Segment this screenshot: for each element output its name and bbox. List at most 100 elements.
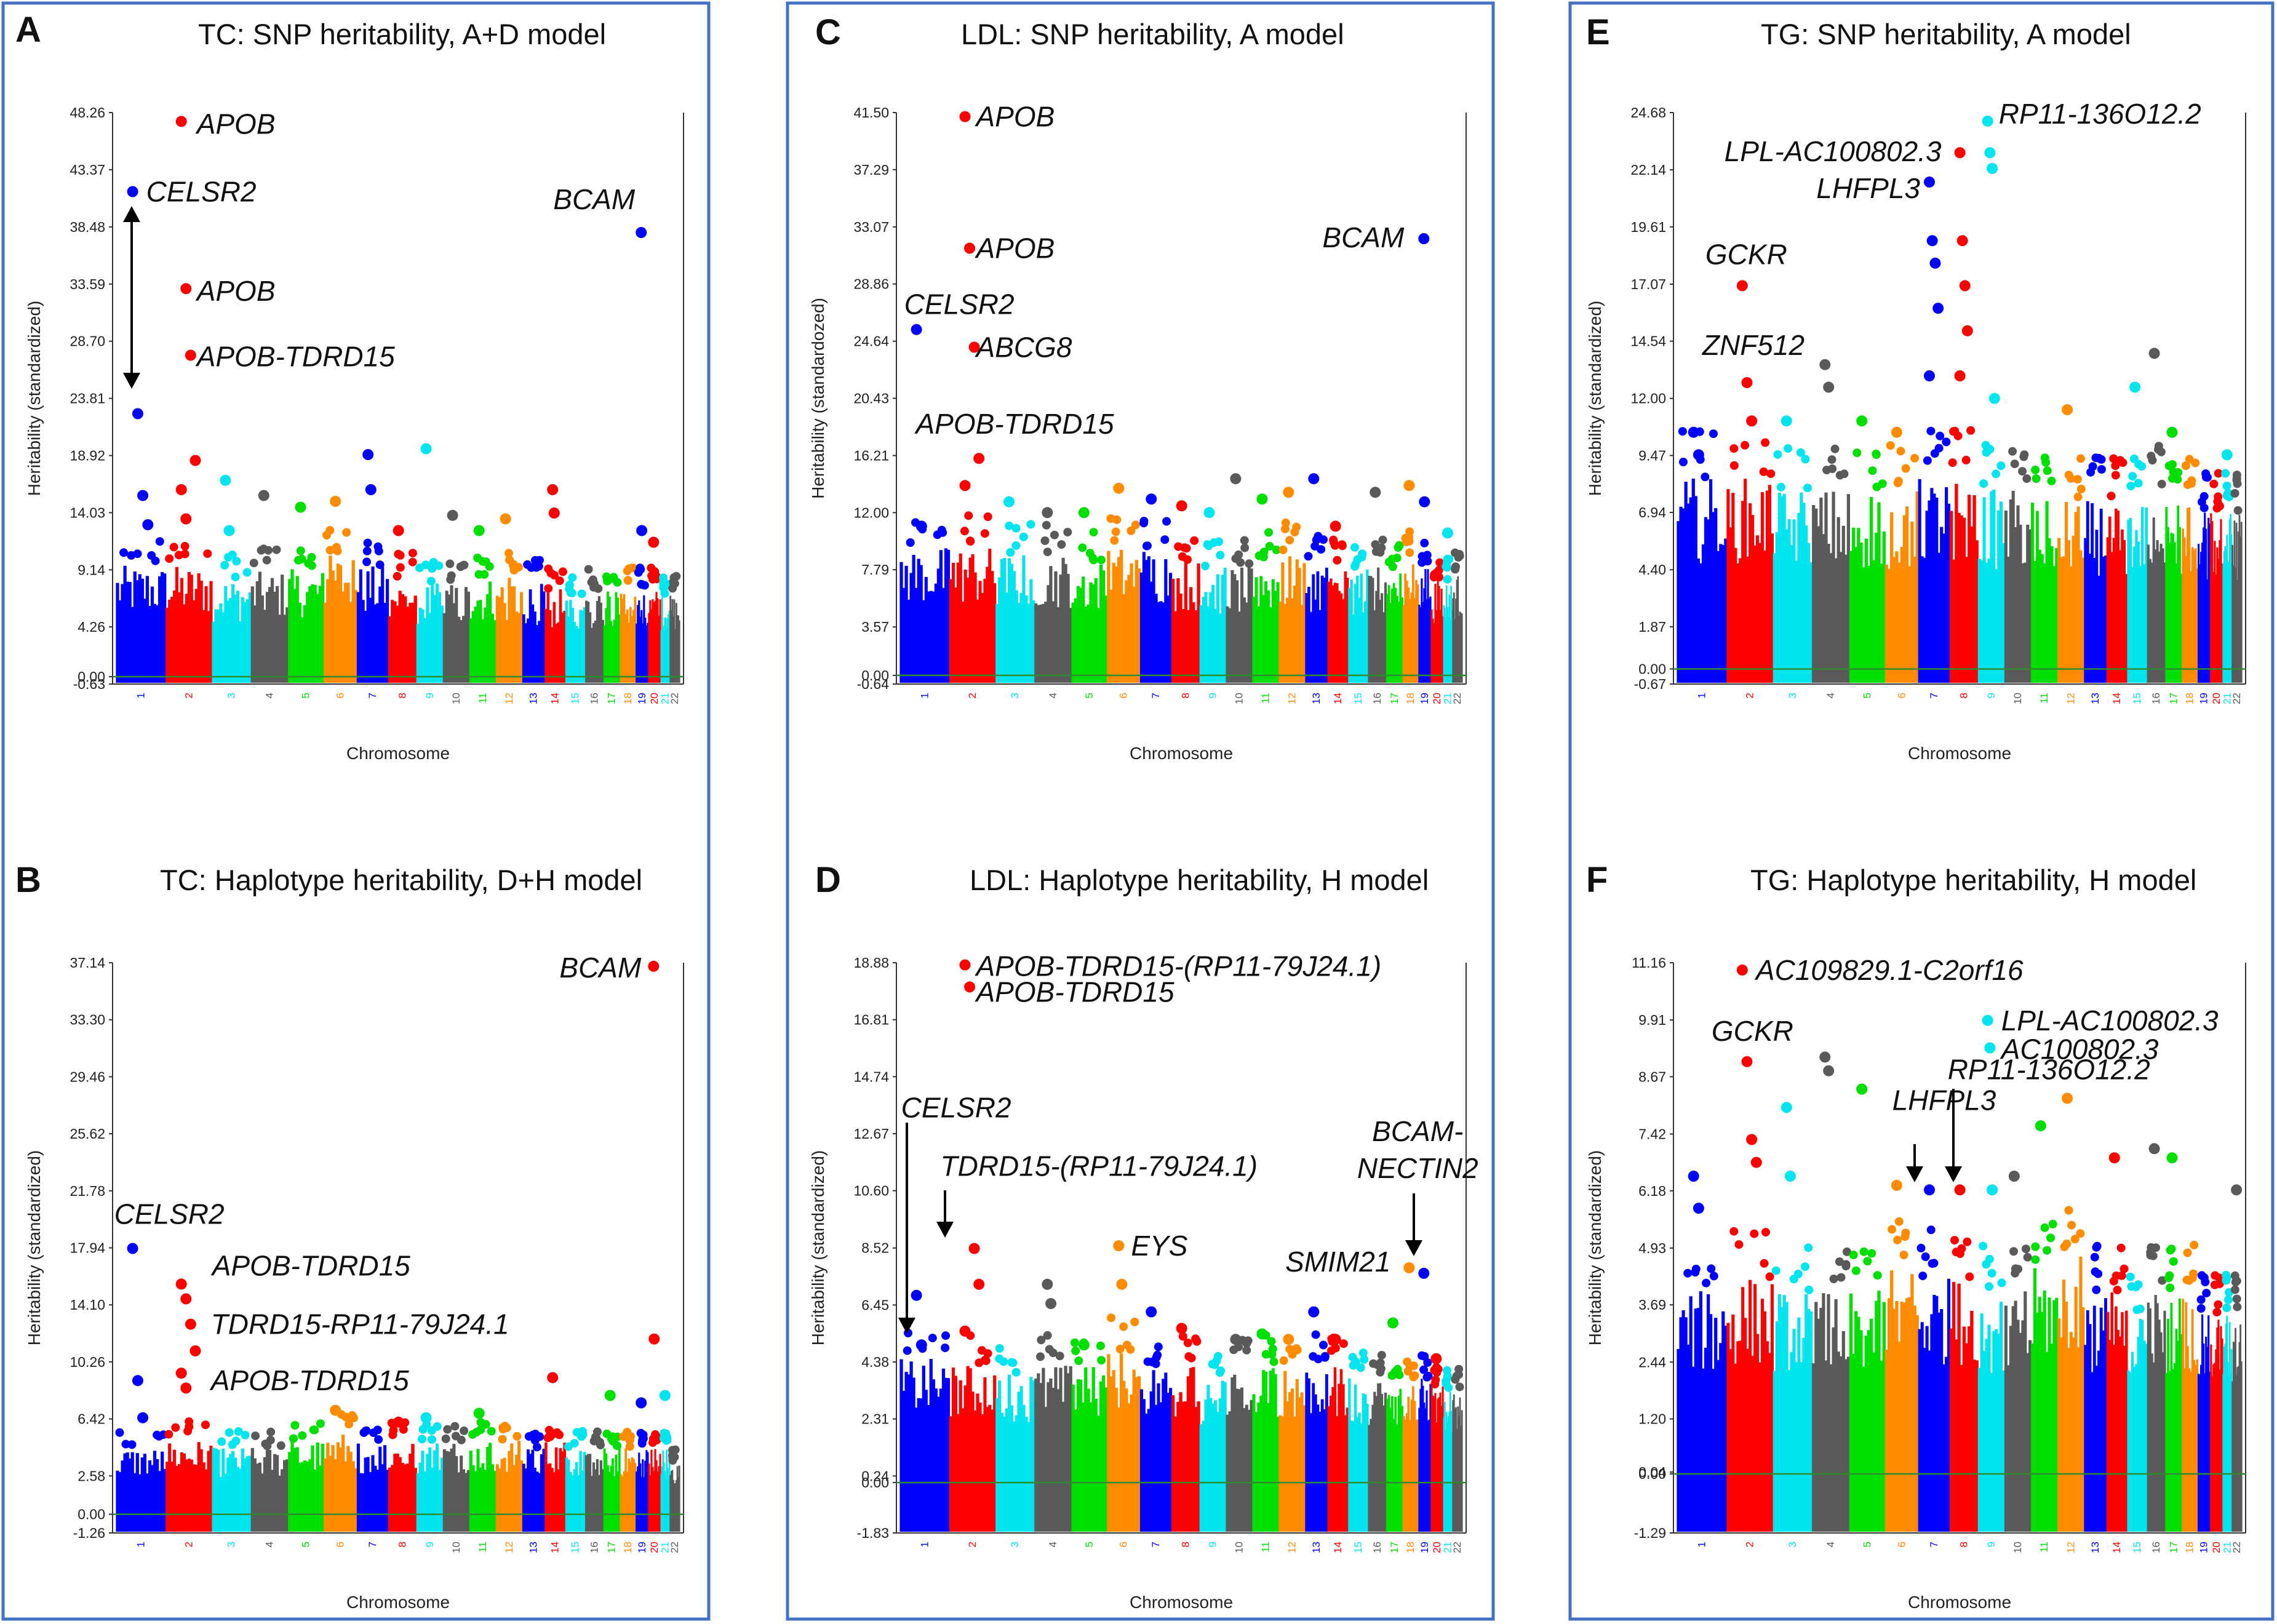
panel-f-snp-point (1894, 1217, 1904, 1226)
panel-f-top-point (1987, 1184, 1998, 1196)
panel-a-chromosome-band (620, 594, 637, 683)
panel-f-chromosome-tick: 16 (2150, 1542, 2162, 1553)
panel-c-chromosome-tick: 17 (1389, 693, 1400, 704)
panel-e-snp-point (2097, 465, 2106, 474)
panel-e-snp-point (1923, 456, 1932, 465)
panel-b-snp-point (298, 1431, 307, 1440)
panel-f-snp-point (2166, 1246, 2175, 1255)
panel-f-snp-point (1691, 1264, 1701, 1273)
panel-b-top-point (420, 1412, 432, 1423)
panel-e-top-point (1982, 115, 1993, 127)
panel-b-snp-point (234, 1427, 243, 1436)
panel-f-snp-point (1950, 1236, 1959, 1245)
panel-a-top-point (185, 349, 196, 361)
panel-f-snp-point (2011, 1264, 2020, 1273)
panel-f-chromosome-band (1773, 1294, 1813, 1532)
panel-f-chromosome-band (1977, 1302, 2006, 1532)
panel-a-snp-point (602, 572, 611, 581)
panel-a-snp-point (373, 542, 383, 551)
panel-c-ytick-label: 12.00 (853, 504, 889, 520)
panel-a-chromosome-tick: 14 (549, 693, 561, 704)
panel-f-snp-point (2230, 1285, 2239, 1294)
panel-d-chromosome-band (1252, 1368, 1280, 1532)
panel-f-top-point (1746, 1134, 1758, 1145)
panel-c-ytick-label: 3.57 (861, 619, 889, 635)
panel-d-snp-point (1122, 1340, 1131, 1350)
panel-b-chromosome-tick: 7 (367, 1542, 378, 1547)
panel-a-snp-point (535, 555, 544, 565)
panel-c-snp-point (1160, 535, 1170, 544)
panel-a-chromosome-band (116, 565, 167, 683)
panel-e-chromosome-tick: 15 (2131, 693, 2143, 704)
panel-d-chromosome-band (1071, 1367, 1108, 1532)
arrow-lhfpl3-f-head (1906, 1166, 1923, 1182)
panel-f-snp-point (1867, 1249, 1876, 1258)
panel-c-top-point (1419, 496, 1430, 507)
panel-c-top-point (1113, 482, 1125, 494)
panel-e-chromosome-tick: 4 (1825, 693, 1836, 698)
panel-b-top-point (604, 1390, 616, 1401)
panel-c-snp-point (1435, 558, 1445, 567)
panel-b-top-point (330, 1404, 341, 1416)
panel-f-snp-point (2165, 1271, 2174, 1280)
panel-d-ytick-label: 12.67 (853, 1126, 889, 1142)
panel-c-snp-point (1443, 575, 1452, 584)
panel-e-snp-point (1679, 458, 1688, 466)
panel-c-snp-point (1110, 536, 1119, 545)
panel-e-top-point (2221, 449, 2233, 461)
panel-c-snp-point (1265, 541, 1274, 551)
panel-e-ytick-label: 9.47 (1638, 447, 1666, 463)
panel-f-chromosome-tick: 1 (1696, 1542, 1707, 1547)
panel-d-gene-annotation: NECTIN2 (1357, 1152, 1478, 1184)
panel-a-top-point (175, 484, 187, 495)
panel-e-top-point (1924, 176, 1935, 188)
panel-b-chromosome-tick: 2 (183, 1542, 194, 1547)
panel-e-top-point (1736, 280, 1748, 292)
panel-f-chromosome-band (1726, 1280, 1774, 1532)
panel-d-top-point (911, 1289, 922, 1301)
panel-c-chromosome-band (1071, 564, 1108, 683)
panel-d-title: LDL: Haplotype heritability, H model (970, 864, 1429, 896)
panel-d-snp-point (1043, 1331, 1052, 1340)
panel-c-snp-point (960, 527, 969, 536)
panel-c-top-point (1203, 507, 1215, 519)
panel-f-ytick-label: 8.67 (1638, 1069, 1666, 1085)
panel-e-snp-point (2073, 492, 2083, 501)
panel-e-top-point (1988, 392, 2000, 404)
panel-e-snp-point (2222, 482, 2231, 490)
panel-d-gene-annotation: APOB-TDRD15-(RP11-79J24.1) (975, 950, 1382, 982)
annotation-arrows (123, 206, 1962, 1334)
panel-f-top-point (1924, 1184, 1935, 1196)
panel-d-chromosome-band (1278, 1371, 1306, 1532)
panel-c-gene-annotation: BCAM (1322, 221, 1405, 253)
panel-a-top-point (180, 513, 192, 525)
panel-b-snp-point (476, 1425, 485, 1435)
panel-a-snp-point (652, 571, 661, 581)
panel-c-chromosome-band (1418, 569, 1432, 683)
panel-d-xlabel: Chromosome (1130, 1593, 1233, 1612)
panel-f-snp-point (1963, 1237, 1972, 1246)
panel-c-snp-point (1429, 573, 1438, 582)
panel-a-snp-point (257, 546, 266, 555)
panel-a-snp-point (180, 541, 189, 551)
panel-a-chromosome-tick: 18 (622, 693, 634, 704)
panel-b-top-point (137, 1412, 149, 1423)
panel-f-top-point (1784, 1171, 1796, 1182)
panel-a-snp-point (577, 589, 586, 599)
panel-f-chromosome-band (2127, 1318, 2148, 1532)
panel-b-snp-point (121, 1439, 130, 1449)
panel-f-top-point (2062, 1093, 2073, 1104)
panel-b-chromosome-tick: 19 (636, 1542, 648, 1553)
panel-d-chromosome-tick: 16 (1371, 1542, 1383, 1553)
panel-a-snp-point (588, 575, 597, 584)
panel-a-ytick-label: 28.70 (70, 333, 105, 349)
panel-f-snp-point (1863, 1257, 1872, 1266)
panel-e-chromosome-band (1812, 492, 1851, 683)
panel-b-gene-annotation: APOB-TDRD15 (209, 1364, 409, 1396)
panel-c-chromosome-tick: 5 (1083, 693, 1095, 698)
panel-letter-d: D (815, 860, 841, 900)
panel-a-gene-annotation: CELSR2 (146, 176, 257, 208)
panel-c-snp-point (1050, 530, 1059, 539)
panel-e-snp-point (2126, 482, 2135, 491)
panel-e-gene-annotation: RP11-136O12.2 (1999, 98, 2201, 130)
